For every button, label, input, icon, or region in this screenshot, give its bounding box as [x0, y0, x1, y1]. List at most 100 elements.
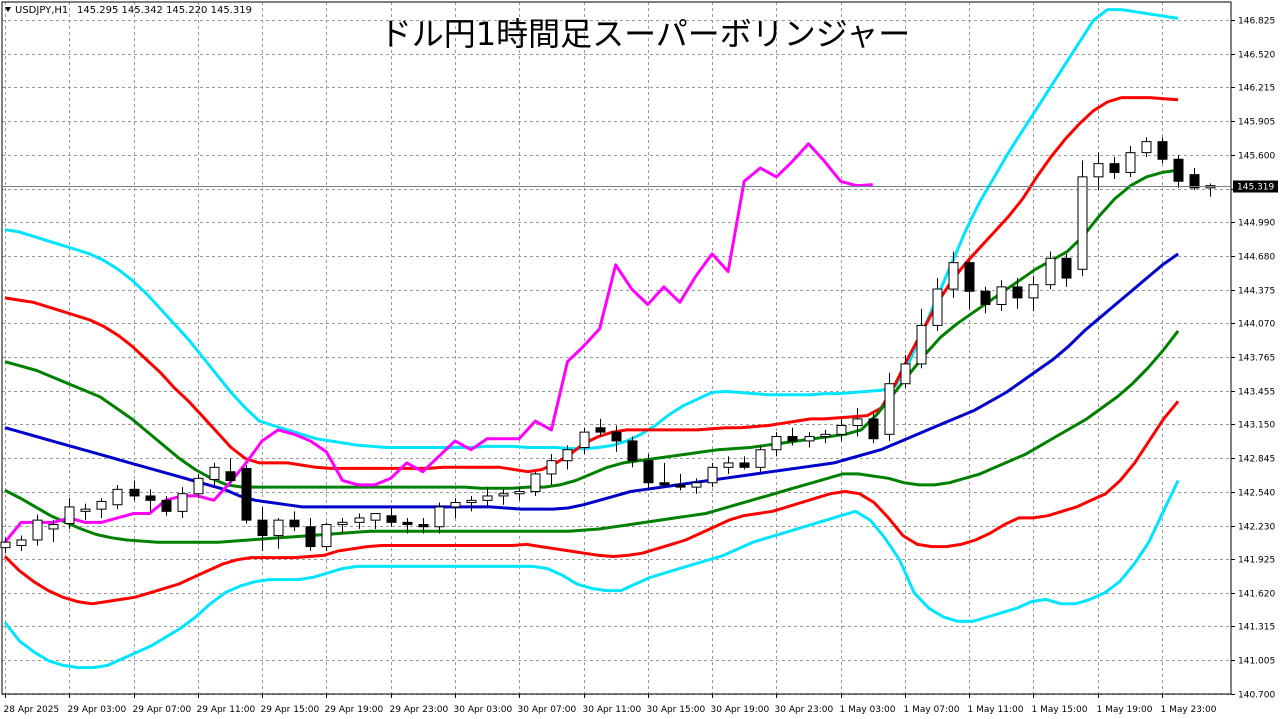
candle[interactable] [1173, 154, 1184, 188]
candle[interactable] [562, 445, 573, 470]
candle[interactable] [948, 251, 959, 298]
candle[interactable] [707, 462, 718, 488]
candle[interactable] [337, 517, 348, 534]
candle[interactable] [771, 432, 782, 457]
candle-body [402, 521, 413, 526]
candle[interactable] [579, 427, 590, 455]
candle[interactable] [659, 462, 670, 488]
candle[interactable] [723, 456, 734, 474]
candle[interactable] [321, 522, 332, 551]
candle[interactable] [884, 372, 895, 441]
candle-body [643, 460, 654, 484]
candle-body [1077, 176, 1088, 270]
candle[interactable] [0, 537, 11, 554]
candle[interactable] [1077, 160, 1088, 276]
candle[interactable] [595, 418, 606, 437]
candle[interactable] [739, 456, 750, 470]
candle[interactable] [225, 458, 236, 483]
candle[interactable] [996, 280, 1007, 312]
candle[interactable] [611, 425, 622, 452]
price-axis[interactable]: 146.825146.520146.215145.905145.600145.2… [2, 17, 1278, 701]
bollinger-bands [3, 8, 1180, 670]
candle[interactable] [145, 489, 156, 512]
candle[interactable] [450, 498, 461, 518]
candle[interactable] [900, 355, 911, 389]
y-tick-label: 141.315 [1238, 623, 1275, 633]
candle[interactable] [675, 473, 686, 491]
x-tick-label: 30 Apr 03:00 [454, 705, 513, 715]
candle[interactable] [691, 478, 702, 494]
candles[interactable] [0, 137, 1216, 554]
candle[interactable] [1125, 146, 1136, 177]
candle[interactable] [546, 454, 557, 485]
candle[interactable] [787, 427, 798, 446]
candle[interactable] [16, 535, 27, 551]
candle[interactable] [1157, 137, 1168, 164]
candle[interactable] [964, 260, 975, 309]
candle[interactable] [514, 487, 525, 501]
candle[interactable] [627, 436, 638, 468]
candle[interactable] [273, 517, 284, 549]
candle-body [16, 539, 27, 546]
candle[interactable] [112, 484, 123, 510]
candle[interactable] [289, 511, 300, 532]
candle[interactable] [932, 278, 943, 331]
candle[interactable] [804, 432, 815, 448]
candle[interactable] [434, 502, 445, 534]
candle[interactable] [80, 503, 91, 521]
candle[interactable] [868, 412, 879, 444]
candle[interactable] [1109, 157, 1120, 180]
candle[interactable] [482, 487, 493, 507]
candle[interactable] [418, 517, 429, 534]
candle-body [64, 506, 75, 524]
current-price-badge [1233, 180, 1278, 193]
candle[interactable] [852, 407, 863, 437]
candle[interactable] [402, 517, 413, 534]
candle[interactable] [64, 498, 75, 529]
candle-body [530, 473, 541, 493]
candle-body [916, 324, 927, 365]
candle[interactable] [1045, 251, 1056, 290]
candle[interactable] [209, 462, 220, 488]
candle[interactable] [161, 495, 172, 516]
time-axis[interactable]: 28 Apr 2025 29 Apr 03:00 29 Apr 07:00 29 Ap… [4, 694, 1217, 715]
candle[interactable] [1141, 137, 1152, 158]
candle[interactable] [530, 471, 541, 496]
candle-body [514, 491, 525, 495]
candle[interactable] [980, 286, 991, 314]
candle[interactable] [193, 473, 204, 499]
candle-body [241, 467, 252, 521]
candle[interactable] [498, 489, 509, 505]
candle[interactable] [177, 487, 188, 518]
candle-body [161, 499, 172, 512]
candle[interactable] [836, 418, 847, 441]
candle[interactable] [755, 445, 766, 472]
candle[interactable] [354, 513, 365, 529]
candle[interactable] [370, 513, 381, 529]
candle[interactable] [916, 308, 927, 369]
candle[interactable] [48, 520, 59, 543]
x-tick-label: 1 May 11:00 [968, 705, 1024, 715]
candle-body [771, 436, 782, 451]
candle[interactable] [129, 480, 140, 501]
candle[interactable] [305, 517, 316, 551]
candle[interactable] [1028, 275, 1039, 312]
candle-body [964, 262, 975, 292]
candle[interactable] [643, 454, 654, 490]
candle[interactable] [386, 506, 397, 527]
candle[interactable] [96, 498, 107, 518]
candle[interactable] [820, 429, 831, 444]
candle[interactable] [1061, 253, 1072, 287]
x-tick-label: 1 May 03:00 [840, 705, 896, 715]
candle-body [112, 488, 123, 506]
candle[interactable] [241, 465, 252, 524]
candle[interactable] [257, 506, 268, 551]
candle[interactable] [466, 495, 477, 512]
candle-body [1061, 257, 1072, 279]
candle[interactable] [1012, 278, 1023, 309]
candle[interactable] [32, 514, 43, 546]
candle-body [466, 499, 477, 504]
candle[interactable] [1093, 152, 1104, 191]
candle-body [337, 521, 348, 526]
